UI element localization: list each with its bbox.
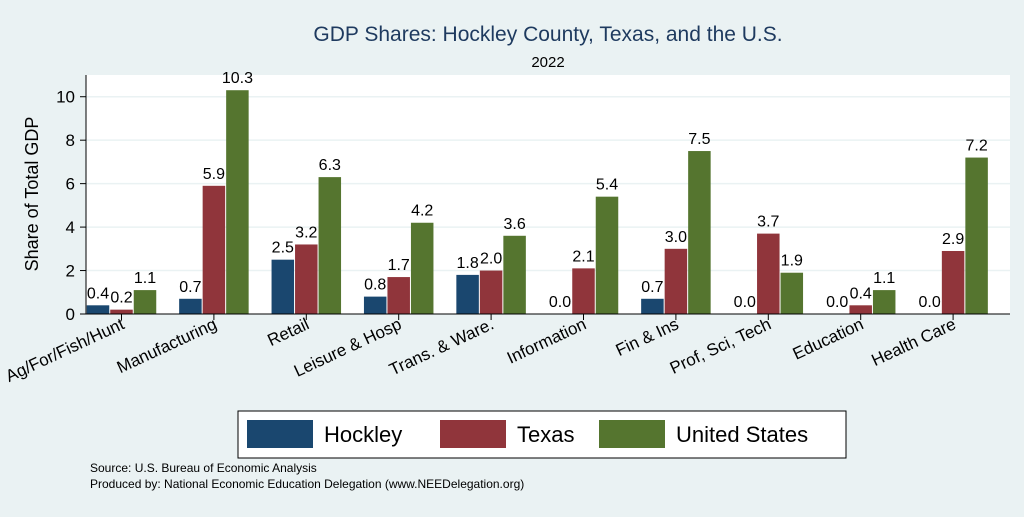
data-label: 0.7 (641, 279, 663, 296)
data-label: 0.0 (826, 294, 848, 311)
bar-hockley (363, 296, 387, 314)
bar-united-states (872, 290, 896, 314)
bar-hockley (179, 298, 202, 314)
data-label: 1.9 (781, 253, 803, 270)
bar-united-states (688, 151, 711, 314)
bar-united-states (318, 177, 342, 314)
bar-hockley (86, 305, 110, 314)
legend-box (237, 410, 847, 459)
data-label: 0.0 (918, 294, 940, 311)
data-label: 3.2 (295, 224, 317, 241)
data-label: 2.5 (272, 240, 294, 257)
legend-swatch-united-states (599, 420, 665, 448)
bar-texas (202, 185, 226, 314)
bar-texas (572, 268, 595, 314)
legend-label: Hockley (324, 422, 402, 447)
bar-texas (941, 250, 965, 314)
y-tick-label: 6 (66, 175, 75, 194)
data-label: 7.2 (965, 138, 987, 155)
y-axis-label: Share of Total GDP (22, 117, 42, 272)
bar-texas (387, 277, 410, 314)
data-label: 5.4 (596, 177, 618, 194)
data-label: 10.3 (222, 70, 253, 87)
data-labels: 0.4 0.21.10.75.910.32.53.26.30.81.74.21.8… (87, 70, 988, 311)
bar-texas (664, 248, 688, 314)
y-tick-label: 2 (66, 262, 75, 281)
data-label: 2.0 (480, 251, 502, 268)
data-label: 1.8 (456, 255, 478, 272)
source-line: Source: U.S. Bureau of Economic Analysis (90, 461, 317, 475)
data-label: 1.1 (134, 270, 156, 287)
y-tick-label: 10 (56, 88, 75, 107)
legend-label: United States (676, 422, 808, 447)
bar-texas (295, 244, 318, 314)
y-tick-label: 4 (66, 218, 75, 237)
data-label: 0.0 (734, 294, 756, 311)
bar-texas (479, 270, 503, 314)
data-label: 0.4 (87, 285, 109, 302)
bar-united-states (226, 90, 249, 314)
data-label: 2.1 (572, 248, 594, 265)
data-label: 0.8 (364, 277, 386, 294)
bar-united-states (965, 157, 988, 314)
bar-hockley (271, 259, 295, 314)
bar-texas (110, 309, 133, 314)
legend: Hockley Texas United States (237, 410, 847, 459)
data-label: 5.9 (203, 166, 225, 183)
data-label: 3.0 (665, 229, 687, 246)
data-label: 3.6 (503, 216, 525, 233)
bar-united-states (503, 235, 526, 314)
bar-united-states (133, 290, 157, 314)
data-label: 2.9 (942, 231, 964, 248)
legend-swatch-texas (440, 420, 506, 448)
bar-texas (757, 233, 780, 314)
legend-label: Texas (517, 422, 574, 447)
y-tick-label: 0 (66, 305, 75, 324)
chart-subtitle: 2022 (531, 54, 564, 71)
bar-united-states (780, 272, 804, 314)
data-label: 1.7 (388, 257, 410, 274)
data-label: 3.7 (757, 214, 779, 231)
producer-line: Produced by: National Economic Education… (90, 477, 524, 491)
data-label: 0.7 (179, 279, 201, 296)
bar-united-states (410, 222, 434, 314)
bars (86, 90, 988, 314)
legend-swatch-hockley (247, 420, 313, 448)
bar-united-states (595, 196, 619, 314)
data-label: 0.4 (850, 285, 872, 302)
y-ticks: 0 2 4 6 8 10 (56, 88, 86, 324)
chart-title: GDP Shares: Hockley County, Texas, and t… (313, 23, 782, 46)
data-label: 1.1 (873, 270, 895, 287)
data-label: 6.3 (319, 157, 341, 174)
bar-hockley (456, 274, 479, 314)
bar-hockley (641, 298, 664, 314)
data-label: 0.2 (110, 290, 132, 307)
data-label: 0.0 (549, 294, 571, 311)
data-label: 4.2 (411, 203, 433, 220)
data-label: 7.5 (688, 131, 710, 148)
bar-texas (849, 305, 872, 314)
y-tick-label: 8 (66, 131, 75, 150)
